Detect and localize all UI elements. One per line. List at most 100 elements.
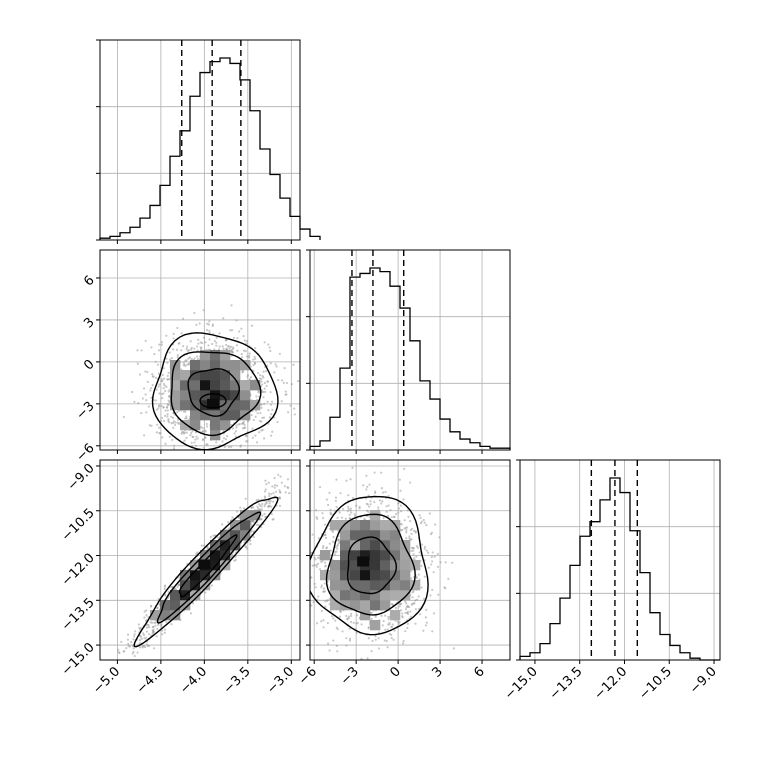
scatter-point (325, 547, 328, 550)
scatter-point (404, 630, 407, 633)
scatter-point (139, 646, 142, 649)
density-cell (370, 560, 381, 571)
scatter-point (302, 571, 304, 573)
density-cell (180, 380, 191, 391)
scatter-panel-1-frame (99, 459, 301, 661)
scatter-panel-2-frame (309, 459, 511, 661)
scatter-point (162, 387, 165, 390)
scatter-point (322, 587, 326, 590)
scatter-point (245, 342, 248, 345)
histogram-1-background (310, 250, 510, 450)
scatter-point (422, 518, 425, 522)
density-cell (370, 570, 381, 581)
density-cell (230, 390, 241, 401)
density-cell (180, 420, 191, 431)
scatter-point (293, 407, 296, 410)
density-cell (370, 580, 381, 591)
scatter-point (265, 483, 268, 486)
scatter-point (318, 554, 321, 557)
scatter-point (270, 505, 273, 508)
scatter-point (383, 614, 387, 617)
scatter-point (188, 362, 191, 365)
scatter-point (254, 357, 257, 360)
scatter-point (289, 404, 292, 407)
scatter-point (322, 619, 325, 622)
histogram-0-background (100, 40, 300, 240)
scatter-point (155, 431, 158, 434)
scatter-point (230, 349, 233, 352)
scatter-point (409, 610, 412, 613)
scatter-point (188, 356, 191, 359)
density-cell (390, 530, 401, 541)
scatter-point (310, 604, 313, 607)
scatter-point (356, 621, 359, 625)
density-cell (220, 420, 231, 431)
scatter-point (235, 510, 239, 513)
scatter-point (196, 349, 199, 352)
scatter-point (292, 363, 295, 366)
scatter-point (369, 503, 372, 506)
scatter-point (144, 393, 147, 396)
scatter-point (415, 598, 419, 601)
scatter-point (145, 609, 148, 612)
scatter-point (342, 507, 345, 510)
scatter-point (335, 644, 339, 647)
scatter-point (382, 491, 385, 494)
scatter-point (337, 538, 340, 541)
scatter-point (197, 338, 200, 342)
scatter-point (320, 620, 323, 623)
y-tick-label: −3 (73, 399, 97, 423)
contour-line (325, 513, 416, 616)
scatter-point (340, 516, 344, 519)
density-cell (230, 380, 241, 391)
scatter-point (244, 350, 247, 353)
scatter-point (267, 500, 270, 503)
scatter-point (414, 608, 417, 611)
y-tick-label: −12.0 (59, 551, 98, 590)
scatter-point (229, 345, 233, 348)
scatter-point (172, 337, 175, 340)
scatter-point (436, 552, 439, 555)
scatter-point (256, 505, 259, 508)
density-cell (160, 600, 171, 611)
scatter-point (204, 591, 207, 594)
density-cell (360, 540, 371, 551)
scatter-point (386, 623, 390, 626)
scatter-point (229, 329, 232, 332)
scatter-point (174, 421, 177, 424)
scatter-point (320, 586, 323, 589)
scatter-point (162, 382, 165, 386)
scatter-point (257, 524, 260, 527)
scatter-point (396, 620, 400, 623)
density-cell (340, 550, 351, 561)
scatter-point (152, 625, 155, 629)
scatter-point (320, 560, 323, 564)
scatter-point (320, 609, 323, 612)
scatter-point (367, 510, 370, 513)
scatter-point (213, 348, 216, 351)
scatter-point (160, 404, 163, 408)
scatter-point (194, 438, 197, 441)
scatter-point (241, 356, 244, 359)
scatter-point (277, 473, 280, 476)
scatter-point (261, 502, 264, 506)
x-tick-label: −3.5 (221, 664, 254, 697)
scatter-point (251, 436, 254, 439)
scatter-panel-1-content (117, 469, 306, 660)
density-cell (330, 520, 341, 531)
scatter-point (170, 415, 173, 418)
scatter-point (154, 376, 158, 379)
scatter-point (132, 647, 135, 650)
scatter-point (233, 559, 236, 562)
scatter-point (417, 607, 421, 610)
scatter-point (193, 311, 196, 315)
scatter-point (353, 514, 357, 518)
density-cell (350, 580, 361, 591)
scatter-point (345, 479, 348, 482)
scatter-point (341, 630, 344, 633)
scatter-point (304, 469, 306, 471)
scatter-point (158, 432, 161, 435)
scatter-point (144, 339, 147, 342)
scatter-point (167, 421, 171, 424)
scatter-point (267, 343, 270, 346)
